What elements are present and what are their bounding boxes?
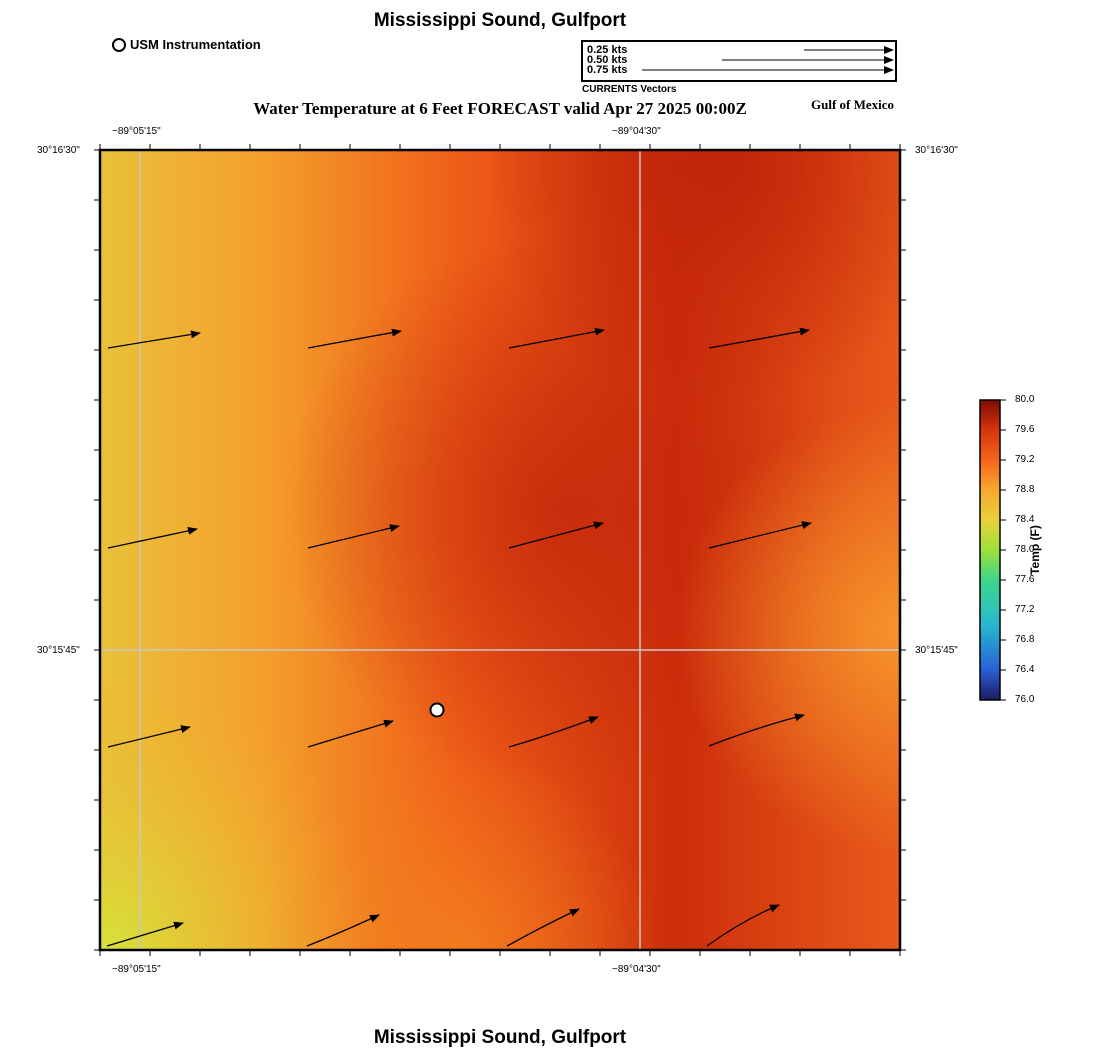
top-tick-label-2: −89°04'30" bbox=[612, 126, 661, 137]
current-vector bbox=[508, 521, 604, 549]
current-vector bbox=[107, 725, 191, 748]
temperature-cool-corner bbox=[100, 150, 900, 950]
current-vector bbox=[508, 716, 599, 748]
current-vectors bbox=[106, 327, 812, 947]
vector-legend-row-2: 0.50 kts bbox=[587, 54, 628, 66]
current-vector bbox=[307, 719, 394, 748]
current-vector bbox=[307, 524, 400, 549]
colorbar-tick-label: 76.8 bbox=[1015, 634, 1035, 645]
colorbar-ticks bbox=[1000, 399, 1006, 701]
frame-ticks bbox=[94, 144, 906, 956]
top-tick-label-1: −89°05'15" bbox=[112, 126, 161, 137]
current-vector bbox=[708, 521, 812, 549]
usm-station-marker bbox=[429, 702, 445, 718]
left-tick-label-2: 30°15'45" bbox=[37, 645, 80, 656]
colorbar-tick-label: 79.6 bbox=[1015, 424, 1035, 435]
vector-legend-arrows bbox=[642, 46, 894, 74]
bottom-tick-label-1: −89°05'15" bbox=[112, 964, 161, 975]
vector-legend-caption: CURRENTS Vectors bbox=[582, 84, 677, 95]
current-vector bbox=[708, 713, 805, 747]
station-legend-label: USM Instrumentation bbox=[130, 37, 261, 52]
colorbar-tick-label: 78.0 bbox=[1015, 544, 1035, 555]
current-vector bbox=[708, 327, 810, 349]
colorbar-tick-label: 78.8 bbox=[1015, 484, 1035, 495]
station-marker-icon bbox=[112, 37, 126, 52]
bottom-tick-label-2: −89°04'30" bbox=[612, 964, 661, 975]
right-tick-label-2: 30°15'45" bbox=[915, 645, 958, 656]
current-vector bbox=[107, 330, 201, 349]
graticule bbox=[100, 150, 900, 950]
station-legend: USM Instrumentation bbox=[112, 37, 261, 52]
map-footer-title: Mississippi Sound, Gulfport bbox=[373, 1027, 627, 1048]
colorbar-tick-label: 77.6 bbox=[1015, 574, 1035, 585]
vector-legend-row-1: 0.25 kts bbox=[587, 44, 628, 56]
colorbar bbox=[979, 399, 1001, 701]
colorbar-tick-label: 78.4 bbox=[1015, 514, 1035, 525]
left-tick-label-1: 30°16'30" bbox=[37, 145, 80, 156]
map-title: Mississippi Sound, Gulfport bbox=[373, 10, 627, 31]
current-vector bbox=[508, 327, 605, 349]
current-vector bbox=[107, 526, 198, 549]
right-tick-label-1: 30°16'30" bbox=[915, 145, 958, 156]
colorbar-tick-label: 76.4 bbox=[1015, 664, 1035, 675]
current-vector bbox=[706, 904, 780, 947]
current-vector bbox=[106, 921, 184, 947]
colorbar-tick-label: 80.0 bbox=[1015, 394, 1035, 405]
current-vector bbox=[306, 914, 380, 947]
colorbar-tick-label: 79.2 bbox=[1015, 454, 1035, 465]
vector-legend-row-3: 0.75 kts bbox=[587, 64, 628, 76]
region-label: Gulf of Mexico bbox=[811, 97, 895, 112]
colorbar-tick-label: 76.0 bbox=[1015, 694, 1035, 705]
colorbar-tick-label: 77.2 bbox=[1015, 604, 1035, 615]
map-subtitle: Water Temperature at 6 Feet FORECAST val… bbox=[253, 99, 747, 118]
current-vector bbox=[307, 328, 402, 349]
vector-legend: 0.25 kts 0.50 kts 0.75 kts bbox=[581, 40, 897, 82]
current-vector bbox=[506, 908, 580, 947]
